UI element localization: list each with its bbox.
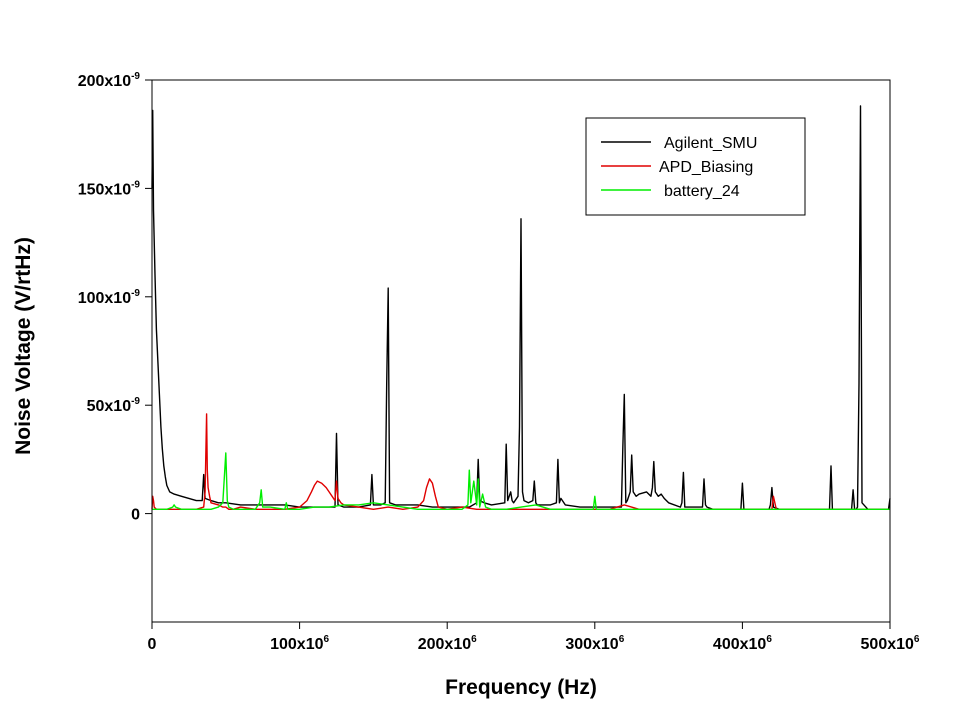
series-line-agilent-smu: [151, 105, 891, 510]
x-axis-title: Frequency (Hz): [445, 676, 597, 699]
y-tick-label: 150x10-9: [78, 179, 141, 198]
y-tick-label: 50x10-9: [87, 396, 141, 415]
y-tick-label: 0: [131, 507, 140, 524]
legend-label-agilent-smu: Agilent_SMU: [664, 135, 757, 152]
y-axis-title: Noise Voltage (V/rtHz): [12, 237, 35, 455]
ticks-layer: 0 100x106 200x106 300x106 400x106 500x106 0 50x…: [78, 71, 920, 653]
x-tick-label: 200x106: [418, 634, 477, 653]
legend: Agilent_SMU APD_Biasing battery_24: [585, 117, 806, 216]
legend-label-apd-biasing: APD_Biasing: [659, 159, 753, 176]
x-tick-label: 500x106: [861, 634, 920, 653]
x-tick-label: 100x106: [270, 634, 329, 653]
series-layer: [151, 105, 891, 510]
series-line-apd-biasing: [151, 413, 890, 510]
x-tick-label: 300x106: [565, 634, 624, 653]
x-tick-label: 400x106: [713, 634, 772, 653]
legend-label-battery-24: battery_24: [664, 183, 740, 200]
plot-frame: [151, 79, 891, 623]
series-line-battery-24: [152, 452, 890, 510]
x-tick-label: 0: [148, 636, 157, 653]
y-tick-label: 200x10-9: [78, 71, 141, 90]
y-tick-label: 100x10-9: [78, 288, 141, 307]
